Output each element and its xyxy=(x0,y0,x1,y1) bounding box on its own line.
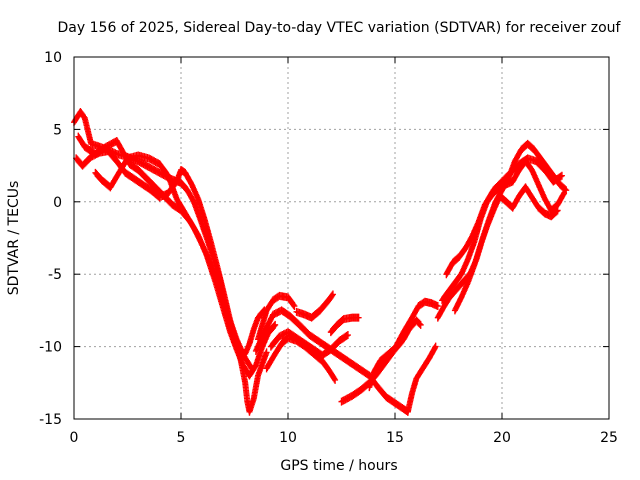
series-track-9 xyxy=(293,290,336,322)
y-tick-label: -10 xyxy=(39,340,62,356)
x-tick-label: 25 xyxy=(600,430,618,446)
y-tick-label: 5 xyxy=(53,122,62,138)
series-track-17 xyxy=(443,154,565,279)
data-point xyxy=(554,206,561,215)
grid-lines xyxy=(74,57,609,419)
data-point xyxy=(271,321,278,330)
x-tick-label: 20 xyxy=(493,430,511,446)
plot-frame xyxy=(73,56,610,420)
x-axis-label: GPS time / hours xyxy=(280,458,397,474)
data-point xyxy=(291,302,298,311)
x-tick-label: 0 xyxy=(70,430,79,446)
x-tick-label: 10 xyxy=(279,430,297,446)
data-series xyxy=(71,108,570,416)
y-axis-label: SDTVAR / TECUs xyxy=(6,181,22,296)
y-tick-label: -15 xyxy=(39,412,62,428)
series-track-13 xyxy=(404,342,439,416)
data-point xyxy=(562,185,569,194)
data-point xyxy=(558,171,565,180)
axis-ticks: 0 5 10 15 20 25 -15 -10 -5 0 5 10 xyxy=(39,50,618,446)
y-tick-label: -5 xyxy=(48,267,62,283)
data-point xyxy=(560,190,567,199)
data-point xyxy=(431,343,438,352)
data-point xyxy=(332,375,339,384)
data-point xyxy=(329,290,336,299)
data-point xyxy=(344,331,351,340)
data-point xyxy=(290,300,297,309)
data-point xyxy=(248,364,255,373)
x-tick-label: 15 xyxy=(386,430,404,446)
data-point xyxy=(416,319,423,328)
data-point xyxy=(417,320,424,329)
series-track-16 xyxy=(451,183,561,315)
data-point xyxy=(329,291,336,300)
data-point xyxy=(355,313,362,322)
data-point xyxy=(434,302,441,311)
series-track-10 xyxy=(327,313,362,337)
data-point xyxy=(263,348,270,357)
data-point xyxy=(553,207,560,216)
series-track-4 xyxy=(92,151,255,373)
y-tick-label: 0 xyxy=(53,195,62,211)
data-point xyxy=(343,331,350,340)
series-track-12 xyxy=(366,297,441,392)
data-point xyxy=(247,363,254,372)
data-point xyxy=(272,320,279,329)
y-tick-label: 10 xyxy=(44,50,62,66)
data-point xyxy=(561,189,568,198)
chart-title: Day 156 of 2025, Sidereal Day-to-day VTE… xyxy=(58,20,622,36)
series-track-8 xyxy=(267,328,351,360)
series-track-6 xyxy=(252,306,411,416)
data-point xyxy=(331,374,338,383)
data-point xyxy=(557,172,564,181)
x-tick-label: 5 xyxy=(177,430,186,446)
data-point xyxy=(432,342,439,351)
